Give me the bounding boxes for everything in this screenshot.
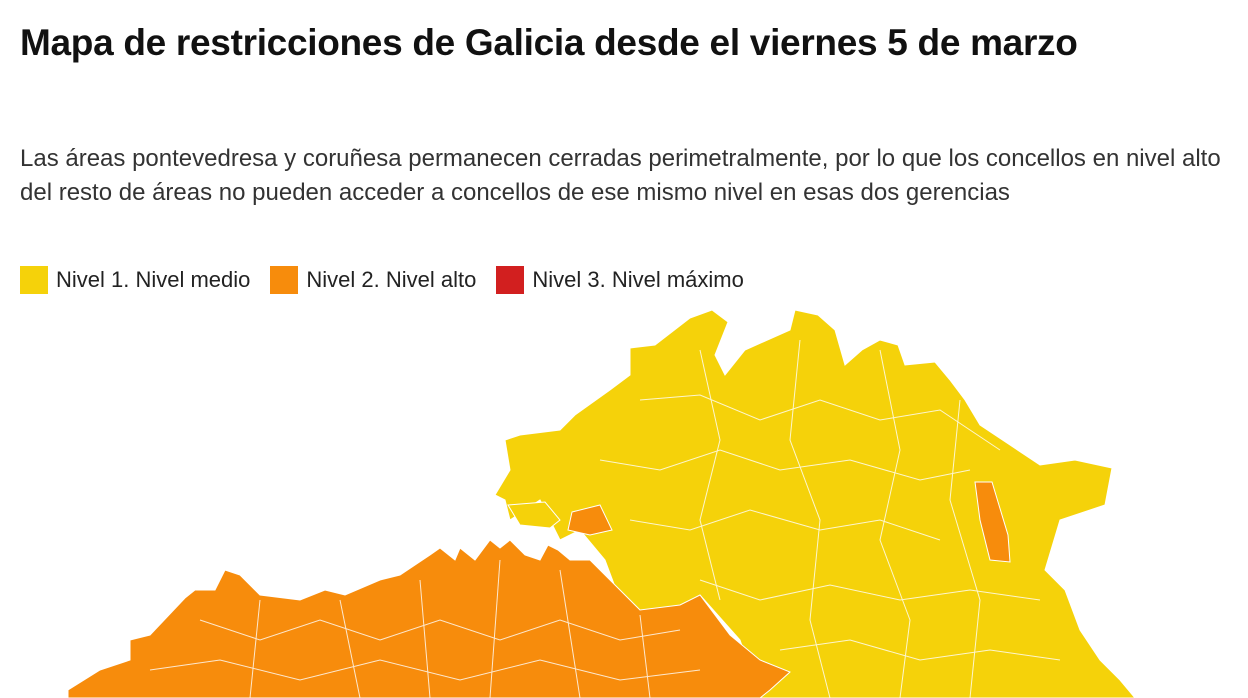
legend-item-level-2: Nivel 2. Nivel alto xyxy=(270,266,476,294)
legend-label: Nivel 3. Nivel máximo xyxy=(532,267,744,292)
legend-label: Nivel 2. Nivel alto xyxy=(306,267,477,292)
legend-swatch xyxy=(496,266,525,294)
municipality-borders xyxy=(149,339,1061,698)
municipality-level-2[interactable] xyxy=(567,504,613,536)
legend-label: Nivel 1. Nivel medio xyxy=(56,267,251,292)
region-level-1[interactable] xyxy=(494,309,1136,698)
legend-item-level-1: Nivel 1. Nivel medio xyxy=(20,266,250,294)
legend-swatch xyxy=(270,266,299,294)
municipality-level-2[interactable] xyxy=(974,481,1011,563)
legend-item-level-3: Nivel 3. Nivel máximo xyxy=(496,266,744,294)
legend: Nivel 1. Nivel medio Nivel 2. Nivel alto… xyxy=(20,266,744,294)
region-level-1-islet[interactable] xyxy=(507,501,561,529)
region-level-2[interactable] xyxy=(67,539,791,698)
map-subtitle: Las áreas pontevedresa y coruñesa perman… xyxy=(20,145,1221,206)
map-title: Mapa de restricciones de Galicia desde e… xyxy=(20,22,1078,63)
legend-swatch xyxy=(20,266,48,294)
